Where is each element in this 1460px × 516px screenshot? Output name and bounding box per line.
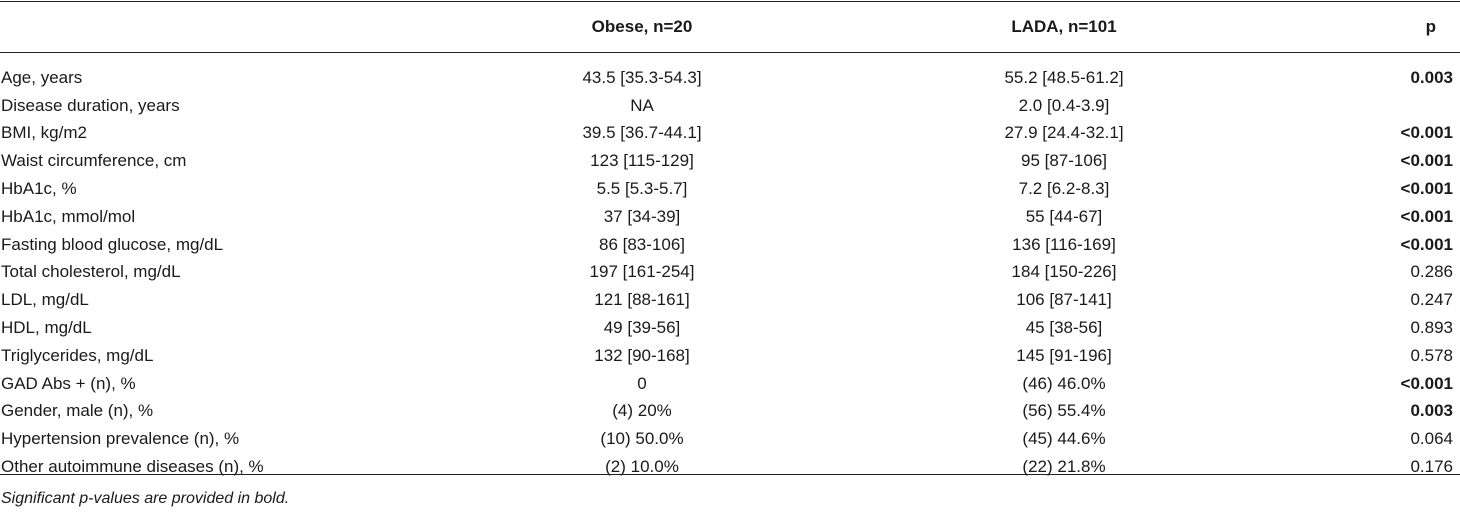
row-label: BMI, kg/m2: [1, 123, 87, 143]
table-header: Obese, n=20 LADA, n=101 p: [0, 2, 1460, 52]
table-row: HDL, mg/dL 49 [39-56] 45 [38-56] 0.893: [0, 314, 1460, 342]
table-row: HbA1c, mmol/mol 37 [34-39] 55 [44-67] <0.00…: [0, 203, 1460, 231]
cell-obese: 132 [90-168]: [594, 345, 690, 365]
table-body: Age, years 43.5 [35.3-54.3] 55.2 [48.5-61.…: [0, 52, 1460, 481]
row-label: Gender, male (n), %: [1, 401, 154, 421]
cell-p-value: <0.001: [1400, 151, 1453, 171]
cell-obese: 197 [161-254]: [589, 262, 695, 282]
table-row: Fasting blood glucose, mg/dL 86 [83-106] 1…: [0, 231, 1460, 259]
cell-p-value: <0.001: [1400, 179, 1453, 199]
cell-obese: 43.5 [35.3-54.3]: [582, 67, 702, 87]
header-label: [0, 2, 416, 52]
row-label: HbA1c, mmol/mol: [1, 206, 136, 226]
cell-lada: 145 [91-196]: [1016, 345, 1112, 365]
table-row: LDL, mg/dL 121 [88-161] 106 [87-141] 0.247: [0, 286, 1460, 314]
cell-p-value: [1260, 92, 1460, 120]
cell-obese: (4) 20%: [612, 401, 672, 421]
cell-lada: (45) 44.6%: [1022, 429, 1106, 449]
table-row: Triglycerides, mg/dL 132 [90-168] 145 [91-…: [0, 342, 1460, 370]
cell-obese: 0: [637, 373, 647, 393]
cell-lada: 136 [116-169]: [1012, 234, 1116, 254]
table-row: Gender, male (n), % (4) 20% (56) 55.4% 0.00…: [0, 398, 1460, 426]
cell-p-value: <0.001: [1400, 206, 1453, 226]
table-top-rule: [0, 1, 1460, 2]
cell-lada: 27.9 [24.4-32.1]: [1004, 123, 1124, 143]
cell-p-value: 0.064: [1410, 429, 1453, 449]
table-row: Age, years 43.5 [35.3-54.3] 55.2 [48.5-61.…: [0, 64, 1460, 92]
cell-lada: 184 [150-226]: [1011, 262, 1117, 282]
row-label: Age, years: [1, 67, 83, 87]
cell-obese: (10) 50.0%: [600, 429, 684, 449]
cell-obese: 86 [83-106]: [598, 234, 685, 254]
cell-lada: (56) 55.4%: [1022, 401, 1106, 421]
cell-obese: (2) 10.0%: [605, 457, 679, 477]
cell-obese: 121 [88-161]: [594, 290, 690, 310]
cell-lada: 7.2 [6.2-8.3]: [1018, 179, 1110, 199]
header-row: Obese, n=20 LADA, n=101 p: [0, 2, 1460, 52]
table-row: Other autoimmune diseases (n), % (2) 10.0…: [0, 453, 1460, 481]
row-label: Total cholesterol, mg/dL: [1, 262, 181, 282]
cell-lada: 2.0 [0.4-3.9]: [1018, 95, 1110, 115]
cell-p-value: 0.286: [1410, 262, 1453, 282]
table-header-rule: [0, 52, 1460, 53]
table-row: Hypertension prevalence (n), % (10) 50.0%…: [0, 425, 1460, 453]
cell-lada: (46) 46.0%: [1022, 373, 1106, 393]
table-bottom-rule: [0, 474, 1460, 475]
cell-obese: 37 [34-39]: [603, 206, 681, 226]
row-label: Hypertension prevalence (n), %: [1, 429, 240, 449]
cell-p-value: 0.003: [1410, 401, 1453, 421]
cell-obese: 123 [115-129]: [590, 151, 694, 171]
row-label: Waist circumference, cm: [1, 151, 187, 171]
table-row: BMI, kg/m2 39.5 [36.7-44.1] 27.9 [24.4-32.…: [0, 120, 1460, 148]
cell-obese: 49 [39-56]: [603, 318, 681, 338]
cell-obese: 5.5 [5.3-5.7]: [596, 179, 688, 199]
cell-p-value: <0.001: [1400, 373, 1453, 393]
table-row: Waist circumference, cm 123 [115-129] 95 […: [0, 147, 1460, 175]
cell-p-value: <0.001: [1400, 234, 1453, 254]
row-label: HbA1c, %: [1, 179, 77, 199]
row-label: Fasting blood glucose, mg/dL: [1, 234, 224, 254]
table-footnote: Significant p-values are provided in bol…: [1, 490, 290, 507]
cell-lada: 55 [44-67]: [1025, 206, 1103, 226]
cell-p-value: 0.176: [1410, 457, 1453, 477]
cell-p-value: 0.247: [1410, 290, 1453, 310]
cell-p-value: 0.003: [1410, 67, 1453, 87]
row-label: Disease duration, years: [1, 95, 180, 115]
cell-lada: 95 [87-106]: [1020, 151, 1107, 171]
header-lada: LADA, n=101: [1011, 17, 1117, 36]
row-label: GAD Abs + (n), %: [1, 373, 136, 393]
cell-obese: 39.5 [36.7-44.1]: [582, 123, 702, 143]
row-label: Triglycerides, mg/dL: [1, 345, 154, 365]
cell-lada: (22) 21.8%: [1022, 457, 1106, 477]
row-label: LDL, mg/dL: [1, 290, 89, 310]
cell-p-value: 0.893: [1410, 318, 1453, 338]
cell-lada: 106 [87-141]: [1016, 290, 1112, 310]
table-row: Total cholesterol, mg/dL 197 [161-254] 184…: [0, 259, 1460, 287]
header-obese: Obese, n=20: [591, 17, 693, 36]
table-row: GAD Abs + (n), % 0 (46) 46.0% <0.001: [0, 370, 1460, 398]
cell-obese: NA: [630, 95, 654, 115]
header-spacer: [0, 52, 1460, 64]
cell-p-value: 0.578: [1410, 345, 1453, 365]
table-row: HbA1c, % 5.5 [5.3-5.7] 7.2 [6.2-8.3] <0.001: [0, 175, 1460, 203]
cell-lada: 55.2 [48.5-61.2]: [1004, 67, 1124, 87]
row-label: HDL, mg/dL: [1, 318, 92, 338]
cell-lada: 45 [38-56]: [1025, 318, 1103, 338]
row-label: Other autoimmune diseases (n), %: [1, 457, 264, 477]
cell-p-value: <0.001: [1400, 123, 1453, 143]
header-p-value: p: [1425, 17, 1436, 36]
table-row: Disease duration, years NA 2.0 [0.4-3.9]: [0, 92, 1460, 120]
comparison-table: Obese, n=20 LADA, n=101 p Age, years 43.5…: [0, 2, 1460, 481]
